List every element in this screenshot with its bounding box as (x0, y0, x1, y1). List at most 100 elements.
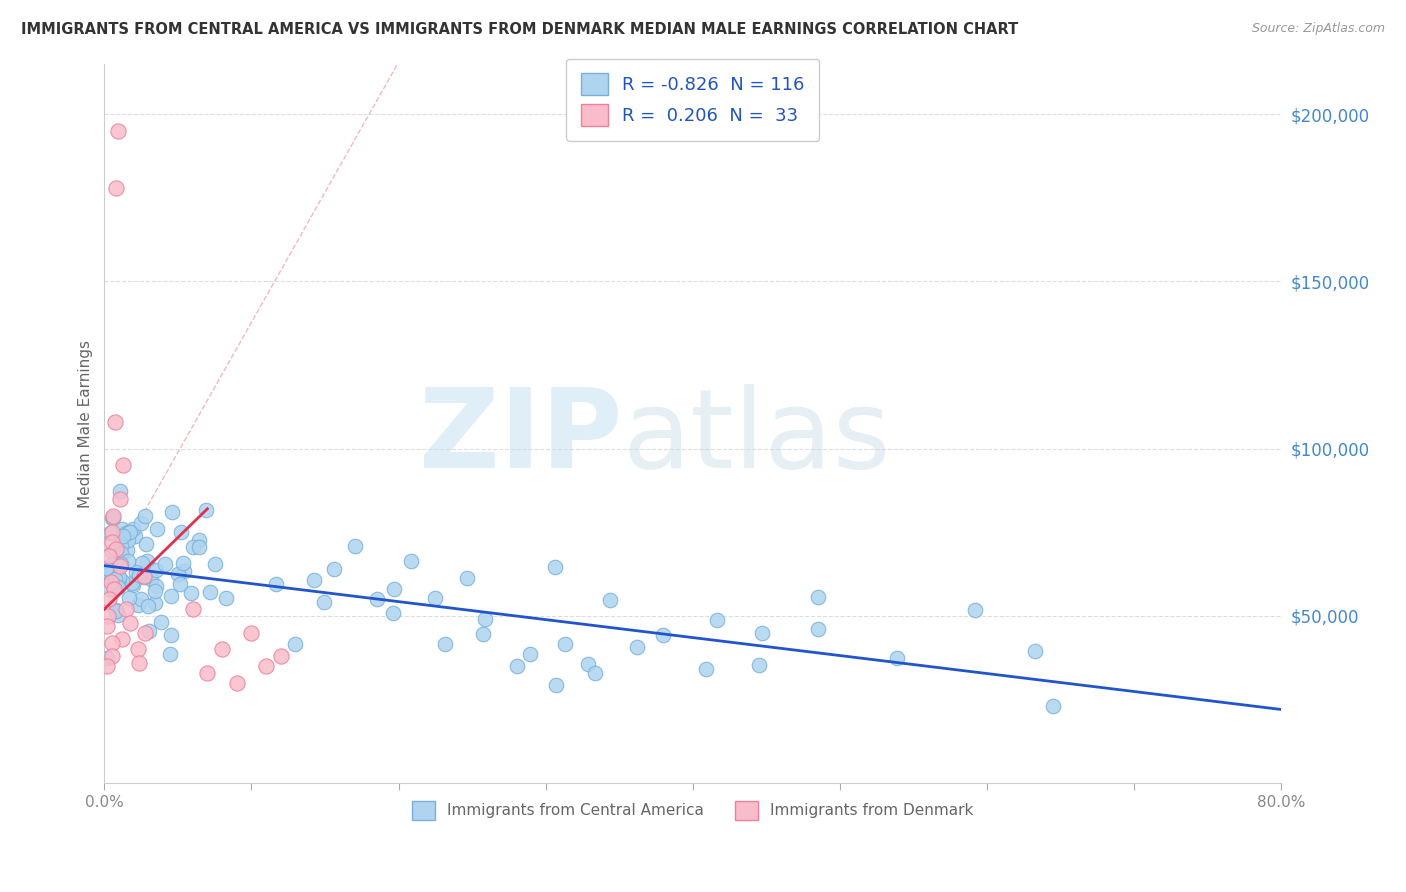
Point (180, 586, 202, 600)
Point (101, 510, 124, 524)
Point (104, 572, 127, 586)
Point (115, 525, 138, 540)
Point (98, 526, 121, 541)
Point (105, 181, 128, 195)
Point (118, 524, 141, 539)
Point (121, 578, 143, 592)
Point (100, 558, 122, 573)
Text: atlas: atlas (621, 384, 890, 491)
Point (101, 543, 124, 558)
Point (101, 535, 124, 549)
Point (101, 525, 124, 540)
Point (963, 603, 986, 617)
Point (134, 568, 156, 582)
Point (107, 576, 129, 591)
Point (149, 615, 172, 630)
Point (695, 662, 717, 676)
Point (96, 560, 118, 574)
Point (117, 554, 139, 568)
Point (583, 665, 606, 680)
Point (97, 549, 120, 563)
Point (159, 628, 181, 642)
Point (139, 572, 162, 586)
Point (519, 647, 541, 661)
Point (127, 598, 149, 612)
Point (886, 650, 908, 665)
Point (111, 522, 134, 536)
Point (599, 593, 621, 607)
Point (284, 637, 307, 651)
Point (115, 542, 138, 557)
Point (194, 502, 217, 516)
Point (118, 591, 141, 605)
Point (107, 574, 129, 589)
Point (204, 558, 226, 572)
Point (169, 576, 191, 591)
Point (108, 491, 131, 506)
Point (108, 483, 131, 498)
Point (433, 637, 456, 651)
Text: IMMIGRANTS FROM CENTRAL AMERICA VS IMMIGRANTS FROM DENMARK MEDIAN MALE EARNINGS : IMMIGRANTS FROM CENTRAL AMERICA VS IMMIG… (21, 22, 1018, 37)
Point (103, 566, 125, 580)
Point (107, 571, 129, 585)
Point (124, 529, 146, 543)
Point (172, 556, 194, 570)
Point (145, 579, 167, 593)
Point (110, 557, 132, 571)
Point (125, 565, 148, 579)
Point (103, 582, 125, 596)
Point (134, 570, 156, 584)
Point (117, 533, 139, 547)
Point (160, 505, 183, 519)
Y-axis label: Median Male Earnings: Median Male Earnings (79, 340, 93, 508)
Point (100, 574, 122, 588)
Point (107, 607, 129, 622)
Point (195, 665, 218, 680)
Point (471, 626, 494, 640)
Point (105, 603, 128, 617)
Point (101, 564, 124, 578)
Text: Source: ZipAtlas.com: Source: ZipAtlas.com (1251, 22, 1385, 36)
Point (127, 642, 149, 657)
Point (110, 539, 132, 553)
Point (807, 590, 830, 604)
Point (131, 516, 153, 531)
Point (129, 591, 152, 606)
Point (1042, 698, 1064, 713)
Point (145, 522, 167, 536)
Point (343, 539, 366, 553)
Point (100, 566, 122, 580)
Point (107, 568, 129, 582)
Point (322, 562, 344, 576)
Point (506, 658, 529, 673)
Legend: Immigrants from Central America, Immigrants from Denmark: Immigrants from Central America, Immigra… (406, 795, 980, 826)
Point (136, 599, 159, 614)
Point (107, 580, 129, 594)
Point (651, 628, 673, 642)
Point (240, 625, 263, 640)
Point (181, 541, 204, 555)
Point (270, 648, 292, 663)
Point (104, 604, 127, 618)
Point (121, 522, 143, 536)
Point (706, 614, 728, 628)
Point (138, 624, 160, 638)
Point (108, 570, 131, 584)
Point (544, 560, 567, 574)
Point (187, 533, 209, 547)
Point (112, 458, 135, 473)
Point (626, 640, 648, 654)
Point (104, 415, 127, 429)
Point (100, 635, 122, 649)
Point (748, 658, 770, 673)
Point (131, 556, 153, 570)
Point (107, 124, 129, 138)
Point (100, 567, 122, 582)
Point (97, 582, 120, 597)
Point (314, 595, 336, 609)
Point (128, 656, 150, 670)
Point (399, 553, 422, 567)
Point (100, 575, 122, 590)
Point (382, 582, 405, 596)
Point (101, 648, 124, 663)
